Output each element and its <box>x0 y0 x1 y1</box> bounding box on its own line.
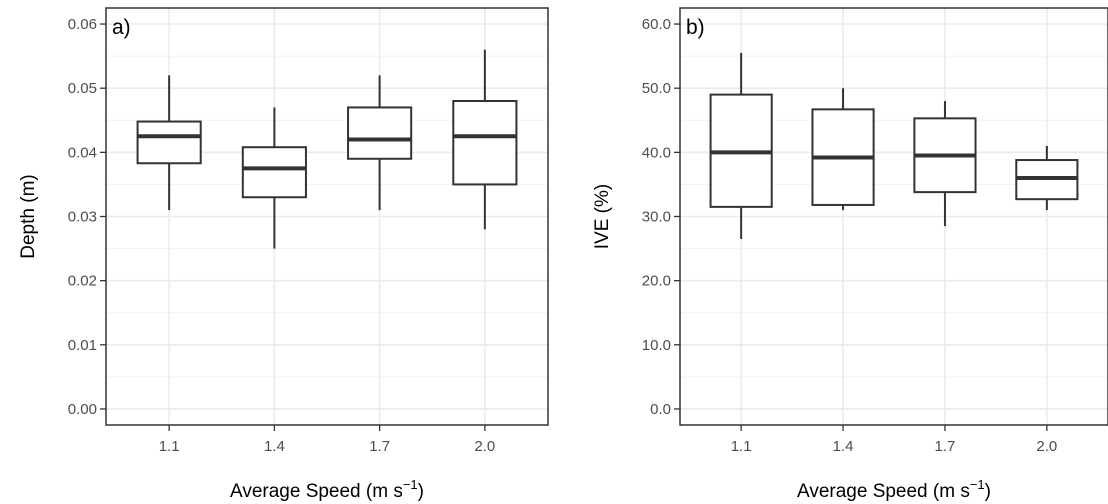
y-axis-title: IVE (%) <box>592 184 613 249</box>
box-body <box>241 146 307 199</box>
box-1-7 <box>913 101 977 227</box>
y-tick-label: 0.06 <box>68 16 97 33</box>
panel-tag: b) <box>686 16 705 39</box>
y-tick-label: 10.0 <box>642 337 671 354</box>
y-tick-label: 0.0 <box>650 401 671 418</box>
box-body <box>452 100 518 186</box>
box-body <box>347 106 413 160</box>
box-1-1 <box>709 52 773 239</box>
x-tick-label: 1.1 <box>731 438 752 455</box>
box-1-4 <box>241 107 307 249</box>
x-tick-label: 1.4 <box>833 438 854 455</box>
x-tick-label: 2.0 <box>1036 438 1057 455</box>
y-tick-label: 0.03 <box>68 209 97 226</box>
y-tick-label: 40.0 <box>642 144 671 161</box>
box-1-7 <box>347 75 413 211</box>
y-tick-label: 0.05 <box>68 80 97 97</box>
y-tick-label: 0.04 <box>68 144 97 161</box>
box-2-0 <box>1015 145 1079 211</box>
y-tick-label: 0.02 <box>68 273 97 290</box>
box-2-0 <box>452 49 518 230</box>
y-tick-label: 60.0 <box>642 16 671 33</box>
panel-a: 0.00 0.01 0.02 0.03 0.04 0.05 0.06 1.1 1.4 1.7 2.0… <box>18 7 549 502</box>
box-1-4 <box>811 88 875 211</box>
box-1-1 <box>136 75 202 211</box>
y-tick-label: 50.0 <box>642 80 671 97</box>
y-tick-label: 20.0 <box>642 273 671 290</box>
x-tick-label: 1.4 <box>264 438 285 455</box>
x-tick-label: 1.1 <box>159 438 180 455</box>
panel-b: 0.0 10.0 20.0 30.0 40.0 50.0 60.0 1.1 1.4 1.7 2.0 b… <box>592 7 1108 502</box>
x-tick-label: 1.7 <box>369 438 390 455</box>
y-tick-label: 30.0 <box>642 209 671 226</box>
x-tick-label: 2.0 <box>474 438 495 455</box>
panel-tag: a) <box>112 16 131 39</box>
x-tick-label: 1.7 <box>935 438 956 455</box>
y-axis-title: Depth (m) <box>18 174 39 258</box>
y-tick-label: 0.00 <box>68 401 97 418</box>
box-body <box>136 120 202 165</box>
x-axis-title: Average Speed (m s−1) <box>797 477 991 502</box>
y-tick-label: 0.01 <box>68 337 97 354</box>
x-axis-title: Average Speed (m s−1) <box>230 477 424 502</box>
